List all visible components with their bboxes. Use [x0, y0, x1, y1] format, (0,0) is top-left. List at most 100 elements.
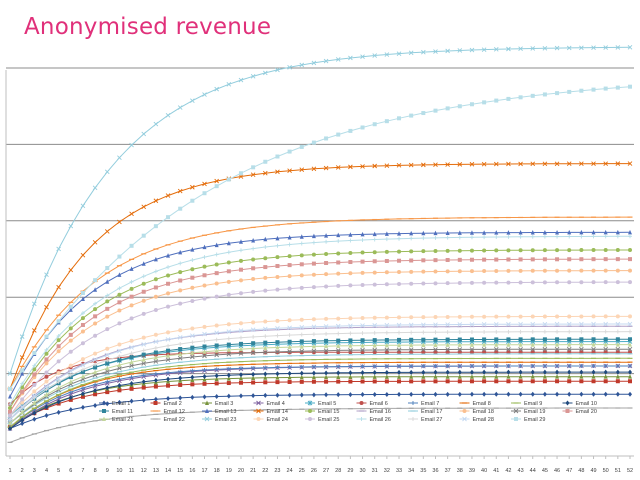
- series-marker: [287, 339, 292, 344]
- series-marker: [530, 46, 536, 51]
- series-marker: [530, 161, 536, 167]
- x-tick-label: 52: [627, 468, 633, 474]
- legend-label: Email 4: [267, 401, 285, 407]
- series-23: [7, 45, 633, 376]
- series-marker: [178, 369, 183, 374]
- series-marker: [567, 234, 572, 239]
- series-marker: [19, 355, 25, 360]
- series-marker: [409, 281, 414, 286]
- series-marker: [506, 314, 511, 319]
- series-marker: [409, 337, 414, 342]
- series-marker: [542, 229, 547, 235]
- series-marker: [102, 416, 106, 421]
- series-marker: [628, 268, 632, 273]
- series-marker: [567, 391, 572, 397]
- series-marker: [190, 326, 195, 331]
- series-marker: [591, 268, 596, 273]
- x-tick-label: 24: [287, 468, 293, 474]
- series-marker: [530, 248, 535, 253]
- series-marker: [202, 373, 207, 379]
- series-marker: [494, 374, 499, 379]
- series-marker: [153, 256, 158, 262]
- series-marker: [542, 374, 547, 379]
- series-marker: [628, 229, 632, 235]
- series-marker: [226, 376, 231, 381]
- series-marker: [105, 266, 110, 271]
- x-tick-label: 40: [481, 468, 487, 474]
- series-marker: [299, 62, 305, 68]
- series-marker: [56, 371, 61, 376]
- series-marker: [384, 379, 389, 384]
- series-marker: [348, 392, 353, 398]
- series-marker: [263, 371, 268, 377]
- series-marker: [117, 286, 122, 291]
- series-marker: [409, 249, 414, 254]
- series-marker: [518, 46, 523, 52]
- series-marker: [226, 82, 232, 87]
- series-marker: [603, 268, 608, 273]
- series-marker: [372, 364, 377, 369]
- series-18: [8, 268, 632, 414]
- series-marker: [238, 366, 243, 371]
- series-marker: [250, 73, 256, 79]
- series-marker: [360, 270, 365, 275]
- series-marker: [311, 379, 316, 384]
- series-marker: [129, 338, 134, 343]
- series-marker: [190, 377, 195, 383]
- series-marker: [105, 279, 110, 284]
- legend-entry: Email 14: [253, 408, 288, 415]
- series-marker: [494, 98, 499, 103]
- series-marker: [397, 249, 402, 254]
- x-tick-label: 3: [33, 468, 36, 474]
- series-marker: [348, 55, 353, 61]
- series-marker: [506, 342, 511, 347]
- series-marker: [153, 332, 158, 337]
- series-marker: [579, 363, 584, 368]
- legend-entry: Email 26: [356, 417, 391, 423]
- series-marker: [102, 409, 106, 413]
- series-marker: [214, 323, 219, 328]
- series-marker: [591, 234, 596, 239]
- series-marker: [591, 280, 596, 285]
- x-tick-label: 51: [615, 468, 621, 474]
- series-marker: [348, 164, 353, 170]
- legend-entry: Email 21: [99, 416, 133, 423]
- series-marker: [204, 416, 210, 422]
- legend-label: Email 8: [473, 401, 491, 407]
- series-marker: [397, 282, 402, 287]
- series-marker: [530, 93, 535, 98]
- series-marker: [311, 374, 316, 380]
- series-marker: [409, 230, 414, 236]
- series-marker: [56, 338, 61, 343]
- series-marker: [542, 346, 548, 352]
- x-tick-label: 7: [81, 468, 84, 474]
- x-tick-label: 36: [432, 468, 438, 474]
- legend-entry: Email 22: [150, 417, 185, 423]
- series-marker: [591, 391, 596, 397]
- series-marker: [323, 348, 329, 353]
- series-marker: [360, 364, 365, 369]
- series-marker: [433, 258, 438, 263]
- series-marker: [372, 163, 378, 169]
- series-marker: [469, 230, 474, 235]
- series-marker: [263, 334, 268, 339]
- series-marker: [287, 254, 292, 259]
- series-marker: [141, 131, 147, 137]
- series-marker: [372, 379, 377, 384]
- series-marker: [117, 366, 122, 371]
- series-marker: [263, 365, 268, 370]
- series-line: [9, 216, 630, 390]
- series-marker: [542, 45, 548, 51]
- series-marker: [445, 248, 450, 253]
- series-marker: [299, 317, 304, 322]
- series-marker: [482, 342, 487, 347]
- series-marker: [299, 167, 305, 172]
- series-marker: [93, 301, 98, 306]
- series-marker: [251, 289, 256, 294]
- legend-label: Email 10: [576, 401, 597, 407]
- series-marker: [481, 161, 487, 167]
- series-marker: [360, 259, 365, 264]
- series-marker: [44, 304, 49, 310]
- legend-entry: Email 13: [202, 408, 236, 415]
- series-marker: [129, 279, 134, 284]
